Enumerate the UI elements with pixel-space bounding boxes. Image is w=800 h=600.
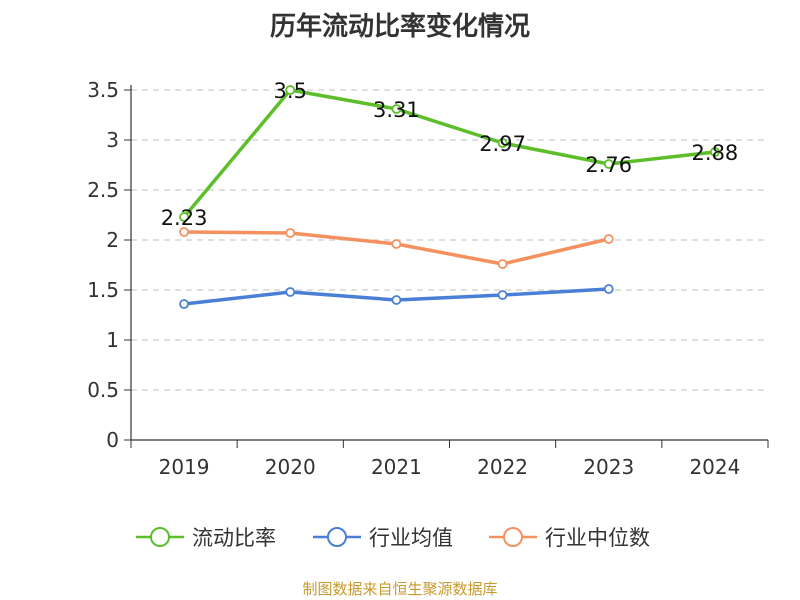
source-note: 制图数据来自恒生聚源数据库 bbox=[302, 580, 498, 598]
data-point bbox=[285, 287, 296, 297]
y-tick-label: 2.5 bbox=[87, 178, 119, 202]
data-label: 2.76 bbox=[585, 153, 632, 177]
data-point bbox=[391, 239, 402, 249]
data-point bbox=[603, 234, 614, 244]
data-point bbox=[603, 159, 614, 169]
data-label: 2.88 bbox=[692, 141, 739, 165]
y-tick-label: 2 bbox=[106, 228, 119, 252]
x-tick-label: 2023 bbox=[583, 455, 634, 479]
legend-item[interactable]: 行业均值 bbox=[313, 526, 453, 550]
data-labels: 2.23 3.5 3.31 2.97 2.76 2.88 bbox=[161, 79, 739, 230]
series-line bbox=[182, 88, 717, 219]
data-point bbox=[285, 85, 296, 95]
data-point bbox=[497, 138, 508, 148]
legend-marker-icon bbox=[503, 527, 523, 547]
data-label: 2.97 bbox=[479, 132, 526, 156]
data-point bbox=[603, 284, 614, 294]
data-label: 3.5 bbox=[274, 79, 307, 103]
data-point bbox=[391, 104, 402, 114]
legend-label: 流动比率 bbox=[192, 526, 276, 550]
data-point bbox=[285, 228, 296, 238]
axes: 0 0.5 1 1.5 2 2.5 3 3.5 2019 2020 2021 2022 2023 2024 bbox=[87, 78, 769, 479]
legend-label: 行业中位数 bbox=[545, 526, 650, 550]
data-point bbox=[710, 147, 720, 157]
y-tick-label: 0.5 bbox=[87, 378, 119, 402]
data-point bbox=[497, 290, 508, 300]
x-tick-label: 2022 bbox=[477, 455, 528, 479]
y-tick-label: 0 bbox=[106, 428, 119, 452]
x-tick-label: 2024 bbox=[689, 455, 740, 479]
data-point bbox=[179, 212, 189, 222]
grid-lines bbox=[131, 89, 768, 391]
y-tick-label: 3.5 bbox=[87, 78, 119, 102]
legend-marker-icon bbox=[327, 527, 347, 547]
series-3 bbox=[179, 227, 614, 269]
x-tick-label: 2019 bbox=[159, 455, 210, 479]
legend-label: 行业均值 bbox=[369, 526, 453, 550]
series-1 bbox=[179, 85, 720, 222]
x-tick-label: 2020 bbox=[265, 455, 316, 479]
y-tick-label: 1 bbox=[106, 328, 119, 352]
legend-marker-icon bbox=[150, 527, 170, 547]
legend: 流动比率 行业均值 行业中位数 bbox=[136, 526, 650, 550]
y-tick-label: 1.5 bbox=[87, 278, 119, 302]
data-point bbox=[179, 299, 189, 309]
series-lines bbox=[179, 85, 720, 309]
x-tick-label: 2021 bbox=[371, 455, 422, 479]
legend-item[interactable]: 流动比率 bbox=[136, 526, 276, 550]
data-point bbox=[179, 227, 189, 237]
chart-title: 历年流动比率变化情况 bbox=[269, 12, 530, 42]
data-point bbox=[391, 295, 402, 305]
data-label: 3.31 bbox=[373, 98, 420, 122]
data-label: 2.23 bbox=[161, 206, 208, 230]
series-2 bbox=[179, 284, 614, 309]
legend-item[interactable]: 行业中位数 bbox=[489, 526, 650, 550]
data-point bbox=[497, 259, 508, 269]
y-tick-label: 3 bbox=[106, 128, 119, 152]
